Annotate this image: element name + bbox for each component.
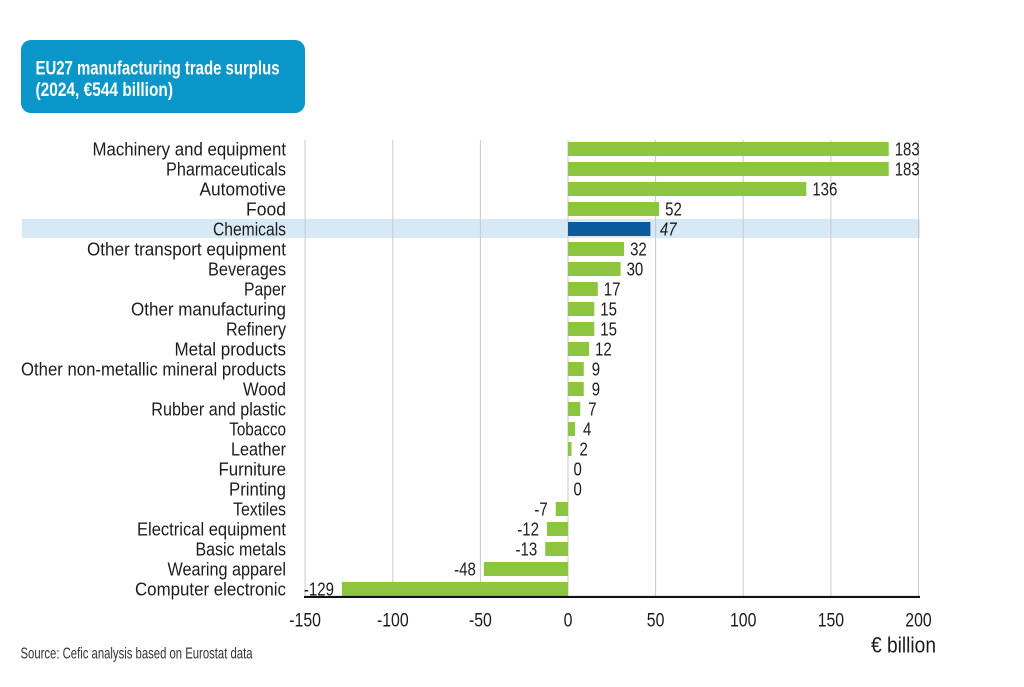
svg-text:Paper: Paper	[244, 279, 286, 299]
svg-text:0: 0	[574, 479, 582, 499]
svg-text:47: 47	[660, 219, 678, 239]
svg-text:9: 9	[592, 379, 600, 399]
svg-text:17: 17	[604, 279, 621, 299]
svg-text:-100: -100	[377, 610, 409, 631]
svg-text:0: 0	[574, 459, 582, 479]
svg-text:Rubber and plastic: Rubber and plastic	[151, 399, 286, 419]
svg-text:50: 50	[647, 610, 665, 631]
svg-text:12: 12	[595, 339, 612, 359]
svg-text:52: 52	[665, 199, 682, 219]
svg-text:-48: -48	[454, 559, 476, 579]
svg-text:Computer electronic: Computer electronic	[135, 579, 286, 599]
svg-text:-150: -150	[289, 610, 321, 631]
svg-text:-13: -13	[516, 539, 538, 559]
svg-text:2: 2	[580, 439, 588, 459]
svg-text:Other non-metallic mineral pro: Other non-metallic mineral products	[21, 359, 286, 379]
svg-text:-7: -7	[534, 499, 547, 519]
svg-text:Other manufacturing: Other manufacturing	[131, 299, 286, 319]
svg-text:Automotive: Automotive	[200, 179, 287, 199]
svg-text:183: 183	[895, 159, 920, 179]
svg-text:15: 15	[600, 299, 617, 319]
svg-text:100: 100	[730, 610, 756, 631]
svg-text:Wood: Wood	[243, 379, 286, 399]
svg-text:Machinery and equipment: Machinery and equipment	[93, 139, 287, 159]
svg-text:183: 183	[895, 139, 920, 159]
svg-text:Beverages: Beverages	[208, 259, 286, 279]
svg-text:Food: Food	[246, 199, 286, 219]
svg-text:9: 9	[592, 359, 600, 379]
svg-text:32: 32	[630, 239, 647, 259]
svg-text:€ billion: € billion	[871, 633, 936, 658]
svg-text:Textiles: Textiles	[233, 499, 286, 519]
svg-text:Wearing apparel: Wearing apparel	[168, 559, 287, 579]
svg-text:Furniture: Furniture	[219, 459, 287, 479]
svg-text:-50: -50	[469, 610, 492, 631]
svg-text:-129: -129	[304, 579, 334, 599]
svg-text:Refinery: Refinery	[226, 319, 286, 339]
svg-text:Tobacco: Tobacco	[229, 419, 286, 439]
svg-text:15: 15	[600, 319, 617, 339]
svg-text:30: 30	[627, 259, 644, 279]
svg-text:7: 7	[588, 399, 596, 419]
svg-text:Printing: Printing	[229, 479, 286, 499]
svg-text:Leather: Leather	[231, 439, 286, 459]
svg-text:136: 136	[812, 179, 837, 199]
svg-text:Metal products: Metal products	[175, 339, 287, 359]
svg-text:(2024, €544 billion): (2024, €544 billion)	[36, 80, 174, 101]
svg-text:Other transport equipment: Other transport equipment	[87, 239, 286, 259]
svg-text:Chemicals: Chemicals	[213, 219, 286, 239]
svg-text:-12: -12	[517, 519, 539, 539]
svg-text:150: 150	[818, 610, 844, 631]
svg-text:Electrical equipment: Electrical equipment	[137, 519, 286, 539]
svg-text:0: 0	[564, 610, 573, 631]
svg-text:Basic metals: Basic metals	[196, 539, 287, 559]
svg-text:EU27 manufacturing trade surpl: EU27 manufacturing trade surplus	[36, 59, 280, 80]
svg-text:4: 4	[583, 419, 591, 439]
svg-text:Source: Cefic analysis based o: Source: Cefic analysis based on Eurostat…	[21, 646, 253, 663]
svg-text:200: 200	[905, 610, 931, 631]
svg-text:Pharmaceuticals: Pharmaceuticals	[166, 159, 286, 179]
